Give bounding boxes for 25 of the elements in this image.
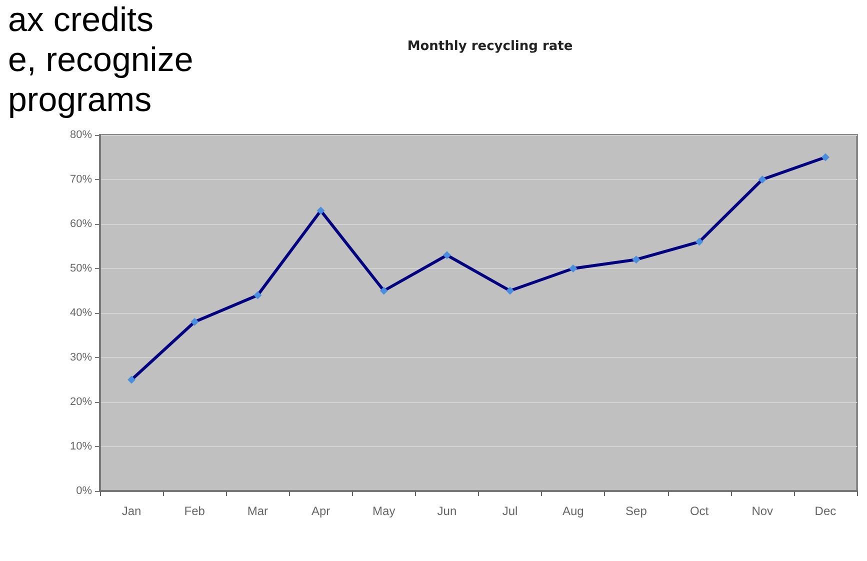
x-tick-label: Oct [690, 504, 710, 518]
x-tick-label: Aug [562, 504, 584, 518]
y-tick-label: 10% [70, 440, 92, 452]
x-tick-label: Sep [626, 504, 648, 518]
y-tick-label: 40% [70, 307, 92, 319]
x-tick-label: Apr [311, 504, 330, 518]
x-tick-label: Mar [247, 504, 268, 518]
y-tick-label: 30% [70, 352, 92, 364]
x-tick-label: May [372, 504, 396, 518]
y-tick-label: 0% [76, 485, 92, 497]
x-tick-label: Nov [752, 504, 774, 518]
x-tick-label: Jul [502, 504, 518, 518]
y-tick-label: 20% [70, 396, 92, 408]
y-tick-label: 50% [70, 262, 92, 274]
x-tick-label: Dec [814, 504, 836, 518]
y-tick-label: 60% [70, 218, 92, 230]
x-tick-label: Jun [437, 504, 457, 518]
text: ax credits [8, 0, 154, 40]
text: programs [8, 80, 153, 120]
x-tick-label: Feb [184, 504, 206, 518]
text: e, recognize [8, 40, 194, 80]
y-tick-label: 70% [70, 174, 92, 186]
y-tick-label: 80% [70, 129, 92, 141]
x-tick-label: Jan [122, 504, 142, 518]
chart-title: Monthly recycling rate [407, 39, 573, 54]
